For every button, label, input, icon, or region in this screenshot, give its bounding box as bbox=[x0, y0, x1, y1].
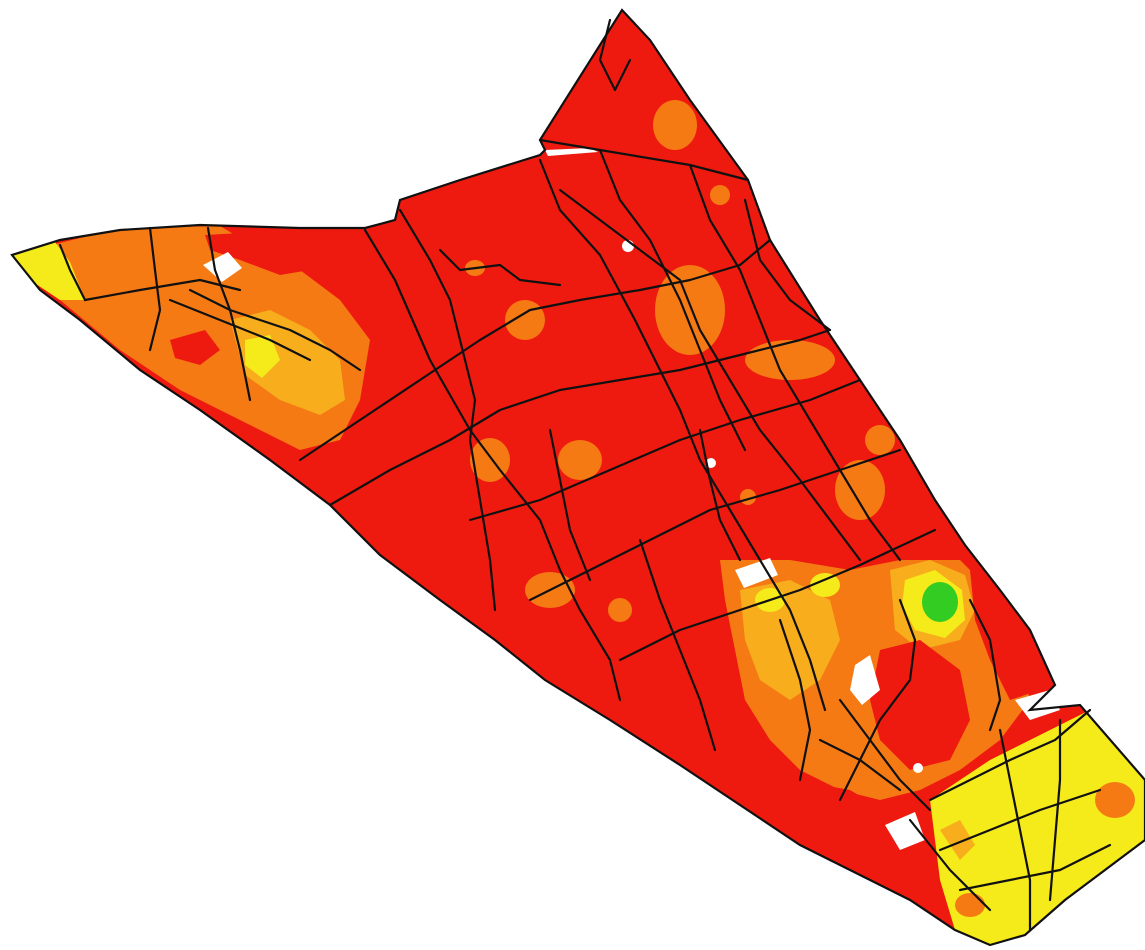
void-area bbox=[1015, 690, 1060, 720]
void-area bbox=[706, 458, 716, 468]
field-line bbox=[778, 618, 812, 782]
field-line bbox=[58, 243, 87, 302]
field-line bbox=[743, 198, 832, 332]
yield-zone bbox=[745, 340, 835, 380]
field-line bbox=[468, 378, 862, 522]
field-line bbox=[598, 18, 632, 92]
field-line bbox=[638, 538, 717, 752]
yield-zone bbox=[810, 573, 840, 597]
yield-zone bbox=[170, 330, 220, 365]
field-voids bbox=[203, 148, 1060, 850]
void-area bbox=[545, 148, 598, 156]
field-line bbox=[188, 288, 362, 372]
field-line bbox=[363, 228, 622, 702]
yield-zone bbox=[835, 460, 885, 520]
field-line bbox=[558, 188, 862, 562]
yield-zone bbox=[558, 440, 602, 480]
yield-zone bbox=[970, 570, 1040, 700]
field-line bbox=[838, 598, 917, 802]
field-line bbox=[438, 248, 562, 287]
yield-zone bbox=[12, 242, 85, 300]
yield-zone bbox=[608, 598, 632, 622]
field-line bbox=[938, 788, 1102, 852]
field-line bbox=[688, 163, 902, 562]
yield-zones bbox=[12, 100, 1145, 945]
field-lines bbox=[58, 18, 1112, 932]
yield-zone bbox=[110, 280, 160, 320]
field-line bbox=[928, 708, 1092, 802]
field-line bbox=[398, 208, 497, 612]
field-line bbox=[548, 428, 592, 582]
field-line bbox=[618, 528, 937, 662]
field-line bbox=[298, 238, 772, 462]
yield-zone bbox=[955, 893, 985, 917]
field-line bbox=[698, 428, 742, 562]
field-line bbox=[598, 148, 747, 452]
yield-zone bbox=[922, 582, 958, 622]
field-line bbox=[1048, 718, 1062, 902]
void-area bbox=[735, 558, 778, 588]
field-line bbox=[968, 598, 1002, 732]
yield-zone bbox=[870, 640, 970, 770]
yield-zone bbox=[865, 425, 895, 455]
yield-zone bbox=[245, 335, 280, 378]
field-boundary bbox=[10, 8, 1145, 947]
field-line bbox=[538, 158, 827, 712]
void-area bbox=[203, 252, 242, 282]
void-area bbox=[913, 763, 923, 773]
field-line bbox=[83, 278, 242, 302]
yield-zone bbox=[1095, 782, 1135, 818]
field-line bbox=[908, 818, 992, 912]
void-area bbox=[850, 655, 880, 705]
yield-zone bbox=[505, 300, 545, 340]
void-area bbox=[885, 812, 925, 850]
yield-zone bbox=[655, 265, 725, 355]
field-line bbox=[148, 226, 162, 352]
yield-zone bbox=[940, 820, 975, 860]
yield-zone bbox=[205, 232, 310, 275]
field-line bbox=[538, 138, 750, 182]
yield-zone bbox=[653, 100, 697, 150]
yield-zone bbox=[795, 780, 930, 880]
yield-zone bbox=[710, 185, 730, 205]
field-line bbox=[818, 738, 902, 792]
field-line bbox=[168, 298, 312, 362]
field-line bbox=[998, 728, 1032, 932]
field-line bbox=[838, 698, 932, 812]
field-line bbox=[958, 843, 1112, 892]
